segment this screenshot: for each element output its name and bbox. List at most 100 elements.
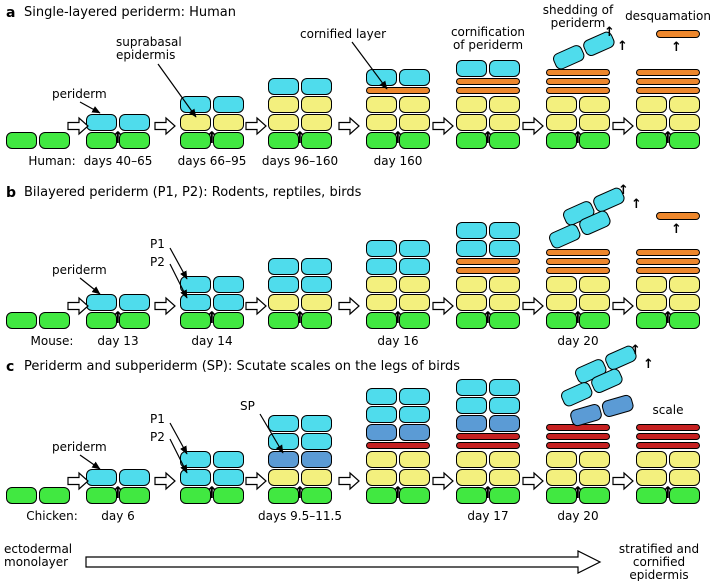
cyan-cell-row: [366, 258, 430, 276]
cyan-cell: [119, 469, 150, 486]
stage-date-label: day 13: [97, 334, 139, 348]
yellow-cell: [456, 294, 487, 311]
yellow-cell-row: [456, 276, 520, 294]
green-cell: [636, 132, 667, 149]
yellow-cell: [399, 294, 430, 311]
growth-arrow-icon: ↑: [571, 483, 585, 502]
yellow-cell: [268, 96, 299, 113]
cyan-cell-row: [366, 240, 430, 258]
annotation-label: periderm: [52, 87, 107, 101]
yellow-cell-row: [456, 114, 520, 132]
blue-cell: [366, 424, 397, 441]
green-cell: [579, 312, 610, 329]
blue-cell: [456, 415, 487, 432]
stage-stack: [180, 276, 244, 330]
annotation-label: scale: [652, 403, 684, 417]
green-cell: [301, 487, 332, 504]
pointer-arrow-icon: [169, 422, 188, 455]
yellow-cell: [669, 276, 700, 293]
yellow-cell: [669, 96, 700, 113]
cornified-periderm-layer: [456, 87, 520, 94]
growth-arrow-icon: ↑: [391, 308, 405, 327]
yellow-cell: [399, 114, 430, 131]
cyan-cell: [456, 397, 487, 414]
green-cell: [636, 312, 667, 329]
cornified-scale-layer: [546, 433, 610, 440]
stage-stack: [456, 60, 520, 150]
panel-a-letter: a: [6, 5, 16, 21]
blue-cell: [399, 424, 430, 441]
yellow-cell: [301, 294, 332, 311]
green-cell: [301, 132, 332, 149]
cornified-scale-layer: [636, 424, 700, 431]
green-cell-row: [366, 132, 430, 150]
cyan-cell: [366, 406, 397, 423]
yellow-cell-row: [268, 294, 332, 312]
cyan-cell-row: [366, 388, 430, 406]
green-cell: [86, 312, 117, 329]
cornified-scale-layer: [636, 433, 700, 440]
stage-arrow-icon: [67, 471, 89, 491]
stage-stack: [268, 258, 332, 330]
yellow-cell-row: [456, 469, 520, 487]
growth-arrow-icon: ↑: [111, 128, 125, 147]
cyan-cell-row: [180, 96, 244, 114]
cyan-cell-row: [268, 258, 332, 276]
annotation-label: P1: [150, 237, 165, 251]
stage-stack: [636, 424, 700, 505]
stage-arrow-icon: [67, 296, 89, 316]
stage-stack: [456, 222, 520, 330]
pointer-arrow-icon: [79, 101, 101, 114]
cyan-cell: [213, 469, 244, 486]
up-arrow-icon: ↑: [604, 25, 615, 40]
yellow-cell-row: [636, 451, 700, 469]
green-cell: [119, 132, 150, 149]
green-cell-row: [456, 132, 520, 150]
yellow-cell-row: [180, 114, 244, 132]
cornified-periderm-layer: [546, 87, 610, 94]
cornified-scale-layer: [636, 442, 700, 449]
yellow-cell: [636, 294, 667, 311]
yellow-cell: [301, 96, 332, 113]
stage-date-label: days 40–65: [83, 154, 153, 168]
yellow-cell: [213, 114, 244, 131]
yellow-cell: [489, 451, 520, 468]
yellow-cell: [489, 469, 520, 486]
green-cell: [546, 312, 577, 329]
annotation-label: periderm: [52, 440, 107, 454]
cyan-cell: [180, 451, 211, 468]
stage-arrow-icon: [154, 296, 176, 316]
cyan-cell: [489, 240, 520, 257]
cyan-cell-row: [456, 397, 520, 415]
cornified-periderm-layer: [546, 69, 610, 76]
yellow-cell: [579, 276, 610, 293]
cornified-periderm-layer: [636, 267, 700, 274]
yellow-cell-row: [636, 276, 700, 294]
yellow-cell-row: [268, 96, 332, 114]
yellow-cell: [268, 294, 299, 311]
growth-arrow-icon: ↑: [205, 128, 219, 147]
stage-date-label: day 20: [557, 509, 599, 523]
footer-left-label: ectodermal monolayer: [4, 542, 73, 569]
yellow-cell: [636, 276, 667, 293]
cyan-cell: [399, 388, 430, 405]
cyan-cell-row: [180, 276, 244, 294]
stage-stack: [636, 69, 700, 150]
cyan-cell: [268, 258, 299, 275]
blue-cell-row: [366, 424, 430, 442]
cornified-periderm-layer: [636, 249, 700, 256]
yellow-cell-row: [456, 294, 520, 312]
annotation-label: cornification of periderm: [450, 25, 526, 52]
cyan-cell: [268, 415, 299, 432]
progression-arrow-icon: [85, 550, 602, 574]
cyan-cell: [399, 69, 430, 86]
cyan-cell: [301, 433, 332, 450]
green-cell: [366, 312, 397, 329]
yellow-cell-row: [546, 294, 610, 312]
cornified-scale-layer: [456, 433, 520, 440]
up-arrow-icon: ↑: [671, 222, 682, 237]
yellow-cell: [489, 96, 520, 113]
yellow-cell: [366, 276, 397, 293]
yellow-cell: [268, 114, 299, 131]
